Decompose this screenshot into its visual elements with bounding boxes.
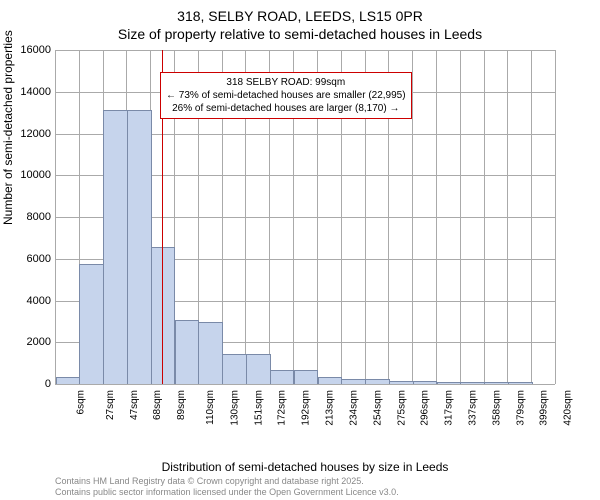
y-tick-label: 12000 [11, 128, 51, 140]
x-tick-label: 420sqm [563, 390, 574, 426]
x-tick-label: 275sqm [396, 390, 407, 426]
x-tick-label: 27sqm [105, 390, 116, 420]
x-tick-label: 47sqm [129, 390, 140, 420]
histogram-chart: 02000400060008000100001200014000160006sq… [55, 50, 555, 400]
histogram-bar [56, 377, 81, 384]
y-tick-label: 8000 [11, 211, 51, 223]
histogram-bar [318, 377, 343, 384]
histogram-bar [79, 264, 104, 384]
page-title-line1: 318, SELBY ROAD, LEEDS, LS15 0PR [0, 8, 600, 24]
x-tick-label: 254sqm [372, 390, 383, 426]
gridline-v [555, 50, 556, 384]
histogram-bar [389, 381, 414, 385]
histogram-bar [508, 382, 533, 384]
x-tick-label: 130sqm [229, 390, 240, 426]
x-tick-label: 234sqm [348, 390, 359, 426]
histogram-bar [270, 370, 295, 384]
histogram-bar [365, 379, 390, 384]
annotation-box: 318 SELBY ROAD: 99sqm← 73% of semi-detac… [160, 72, 412, 119]
histogram-bar [127, 110, 152, 384]
y-tick-label: 10000 [11, 169, 51, 181]
histogram-bar [460, 382, 485, 384]
x-tick-label: 213sqm [325, 390, 336, 426]
x-tick-label: 151sqm [253, 390, 264, 426]
x-tick-label: 6sqm [75, 390, 86, 414]
page-title-line2: Size of property relative to semi-detach… [0, 26, 600, 42]
gridline-v [460, 50, 461, 384]
histogram-bar [437, 382, 462, 384]
y-tick-label: 0 [11, 378, 51, 390]
x-tick-label: 379sqm [515, 390, 526, 426]
y-tick-label: 4000 [11, 295, 51, 307]
x-tick-label: 68sqm [152, 390, 163, 420]
x-tick-label: 317sqm [444, 390, 455, 426]
histogram-bar [484, 382, 509, 384]
footer-line1: Contains HM Land Registry data © Crown c… [55, 476, 399, 487]
histogram-bar [103, 110, 128, 384]
gridline-v [55, 50, 56, 384]
attribution-footer: Contains HM Land Registry data © Crown c… [55, 476, 399, 498]
x-tick-label: 358sqm [491, 390, 502, 426]
histogram-bar [413, 381, 438, 385]
gridline-h [55, 384, 555, 385]
gridline-v [412, 50, 413, 384]
gridline-v [436, 50, 437, 384]
histogram-bar [341, 379, 366, 384]
plot-area: 02000400060008000100001200014000160006sq… [55, 50, 555, 400]
y-tick-label: 2000 [11, 336, 51, 348]
gridline-v [531, 50, 532, 384]
histogram-bar [246, 354, 271, 384]
x-tick-label: 337sqm [468, 390, 479, 426]
footer-line2: Contains public sector information licen… [55, 487, 399, 498]
histogram-bar [175, 320, 200, 384]
annotation-line1: 318 SELBY ROAD: 99sqm [166, 76, 406, 89]
x-tick-label: 399sqm [539, 390, 550, 426]
x-tick-label: 192sqm [301, 390, 312, 426]
x-axis-label: Distribution of semi-detached houses by … [55, 460, 555, 474]
x-tick-label: 89sqm [176, 390, 187, 420]
gridline-v [484, 50, 485, 384]
annotation-line3: 26% of semi-detached houses are larger (… [166, 102, 406, 115]
x-tick-label: 296sqm [420, 390, 431, 426]
x-tick-label: 110sqm [205, 390, 216, 425]
annotation-line2: ← 73% of semi-detached houses are smalle… [166, 89, 406, 102]
gridline-v [507, 50, 508, 384]
y-tick-label: 14000 [11, 86, 51, 98]
histogram-bar [222, 354, 247, 384]
x-tick-label: 172sqm [277, 390, 288, 426]
histogram-bar [151, 247, 176, 384]
y-tick-label: 16000 [11, 44, 51, 56]
histogram-bar [198, 322, 223, 384]
y-tick-label: 6000 [11, 253, 51, 265]
histogram-bar [294, 370, 319, 384]
gridline-h [55, 50, 555, 51]
